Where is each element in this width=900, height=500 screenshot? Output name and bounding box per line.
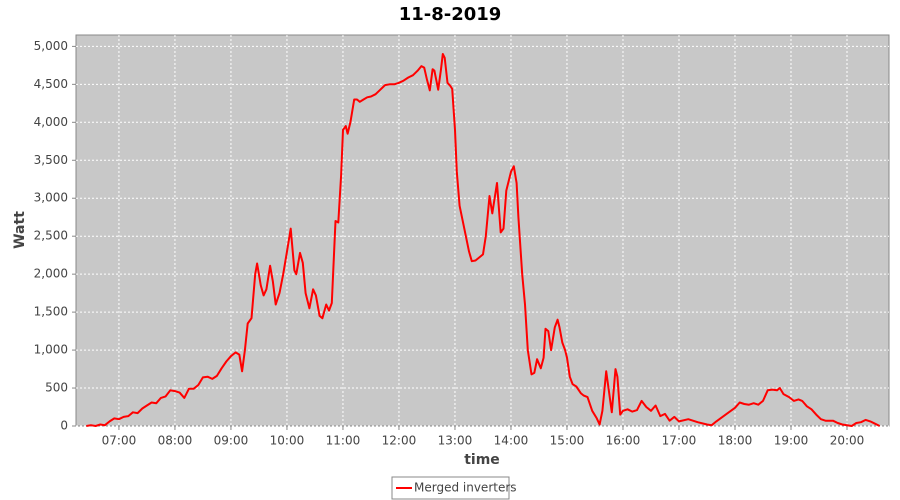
y-tick-label: 4,000 [34,115,68,129]
y-tick-label: 3,500 [34,153,68,167]
chart-title: 11-8-2019 [399,4,502,25]
legend-box [391,476,510,500]
data-line [86,53,881,427]
y-tick-label: 3,000 [34,191,68,205]
y-axis-label: Watt [12,211,28,249]
x-tick-label: 19:00 [774,434,809,448]
x-tick-label: 12:00 [382,434,417,448]
x-tick-label: 10:00 [270,434,305,448]
y-tick-label: 1,500 [34,305,68,319]
x-tick-label: 07:00 [102,434,137,448]
x-tick-label: 16:00 [606,434,641,448]
x-tick-label: 17:00 [662,434,697,448]
x-tick-label: 08:00 [158,434,193,448]
y-tick-label: 2,500 [34,229,68,243]
x-tick-label: 20:00 [830,434,865,448]
plot-area [75,34,890,427]
x-tick-label: 09:00 [214,434,249,448]
legend-label: Merged inverters [414,481,517,495]
x-tick-label: 14:00 [494,434,529,448]
x-tick-label: 15:00 [550,434,585,448]
y-tick-label: 4,500 [34,77,68,91]
x-tick-label: 18:00 [718,434,753,448]
y-tick-label: 500 [45,381,68,395]
x-tick-label: 11:00 [326,434,361,448]
y-tick-label: 5,000 [34,39,68,53]
y-tick-label: 0 [60,419,68,433]
x-tick-label: 13:00 [438,434,473,448]
y-tick-label: 2,000 [34,267,68,281]
x-axis-label: time [464,452,500,468]
y-tick-label: 1,000 [34,343,68,357]
